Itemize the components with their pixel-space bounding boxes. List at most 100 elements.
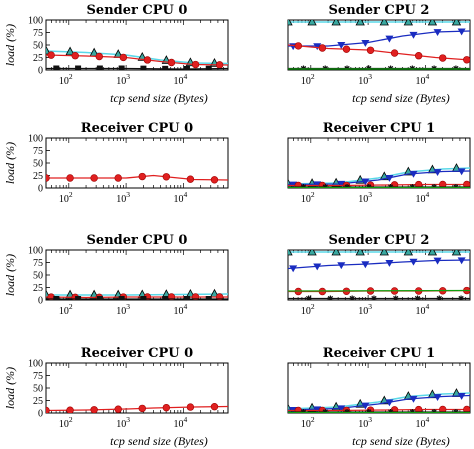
plot-frame bbox=[45, 362, 229, 414]
series-marker bbox=[186, 403, 195, 411]
series-marker bbox=[183, 296, 190, 300]
series-marker bbox=[463, 56, 470, 64]
series-marker bbox=[66, 174, 74, 182]
x-tick-label: 104 bbox=[416, 190, 430, 205]
x-tick-label: 103 bbox=[358, 190, 372, 205]
series-line-blue bbox=[288, 259, 470, 270]
series-marker bbox=[457, 168, 466, 176]
x-tick-label: 102 bbox=[59, 302, 73, 317]
series-marker bbox=[294, 42, 303, 50]
series-marker bbox=[433, 257, 442, 265]
series-marker bbox=[361, 261, 370, 269]
panel-title: Sender CPU 0 bbox=[87, 3, 188, 18]
series-marker bbox=[361, 39, 370, 47]
series-group bbox=[46, 172, 228, 184]
series-group bbox=[46, 288, 228, 300]
y-tick-label: 75 bbox=[33, 258, 43, 269]
x-axis-label: tcp send size (Bytes) bbox=[352, 434, 450, 448]
series-group bbox=[288, 20, 470, 70]
series-group bbox=[288, 163, 470, 188]
series-marker bbox=[288, 250, 293, 256]
series-marker bbox=[289, 265, 298, 273]
series-marker bbox=[355, 250, 365, 256]
series-marker bbox=[403, 250, 414, 256]
y-tick-label: 0 bbox=[38, 66, 43, 77]
series-marker bbox=[90, 174, 98, 182]
y-tick-label: 50 bbox=[33, 271, 43, 282]
y-tick-label: 100 bbox=[28, 246, 43, 257]
x-tick-label: 103 bbox=[116, 72, 130, 87]
panel-title: Sender CPU 0 bbox=[87, 233, 188, 248]
plot-frame bbox=[287, 249, 471, 301]
series-marker bbox=[162, 296, 169, 300]
panel-8: Receiver CPU 1 102 103 104 tcp send size (By… bbox=[287, 346, 471, 448]
y-tick-label: 50 bbox=[33, 41, 43, 52]
series-marker bbox=[46, 406, 50, 413]
series-marker bbox=[313, 43, 322, 51]
series-marker bbox=[210, 176, 219, 184]
y-tick-label: 50 bbox=[33, 384, 43, 395]
series-marker bbox=[390, 49, 399, 57]
x-tick-label: 104 bbox=[416, 302, 430, 317]
series-marker bbox=[457, 28, 466, 36]
plot-frame bbox=[45, 249, 229, 301]
series-marker bbox=[451, 20, 462, 26]
series-marker bbox=[305, 295, 312, 300]
series-marker bbox=[140, 65, 147, 70]
series-marker bbox=[162, 403, 171, 412]
series-marker bbox=[409, 170, 418, 178]
series-line-cyan bbox=[288, 392, 470, 410]
x-tick-label: 104 bbox=[174, 415, 188, 430]
series-marker bbox=[433, 169, 442, 176]
series-marker bbox=[118, 296, 125, 300]
x-tick-label: 103 bbox=[116, 302, 130, 317]
y-tick-label: 75 bbox=[33, 146, 43, 157]
y-tick-label: 100 bbox=[28, 134, 43, 145]
series-marker bbox=[409, 258, 418, 266]
x-tick-label: 102 bbox=[301, 302, 315, 317]
series-marker bbox=[162, 173, 171, 181]
series-marker bbox=[427, 20, 438, 26]
series-group bbox=[46, 45, 228, 70]
y-tick-label: 25 bbox=[33, 171, 43, 182]
x-tick-label: 102 bbox=[301, 190, 315, 205]
series-marker bbox=[439, 54, 447, 62]
x-tick-label: 104 bbox=[416, 415, 430, 430]
x-tick-label: 102 bbox=[301, 415, 315, 430]
y-tick-label: 0 bbox=[38, 296, 43, 307]
series-marker bbox=[436, 295, 443, 300]
series-marker bbox=[318, 44, 327, 52]
series-marker bbox=[385, 35, 394, 43]
x-tick-label: 102 bbox=[301, 72, 315, 87]
series-marker bbox=[138, 404, 146, 413]
series-marker bbox=[95, 52, 103, 61]
series-marker bbox=[138, 172, 146, 181]
y-tick-label: 50 bbox=[33, 159, 43, 170]
plot-frame bbox=[287, 362, 471, 414]
x-tick-label: 104 bbox=[174, 190, 188, 205]
series-line-blue bbox=[288, 394, 470, 411]
series-group bbox=[288, 250, 470, 300]
series-marker bbox=[433, 394, 442, 401]
series-marker bbox=[337, 262, 346, 270]
series-marker bbox=[379, 20, 389, 26]
y-tick-label: 25 bbox=[33, 283, 43, 294]
series-marker bbox=[75, 296, 82, 300]
series-marker bbox=[313, 263, 322, 271]
series-marker bbox=[414, 295, 421, 300]
series-marker bbox=[66, 406, 74, 413]
series-marker bbox=[361, 178, 370, 186]
series-line-blue bbox=[288, 170, 470, 186]
series-marker bbox=[119, 53, 128, 62]
y-tick-label: 25 bbox=[33, 53, 43, 64]
series-marker bbox=[71, 52, 79, 60]
panel-4: Receiver CPU 1 102 103 104 bbox=[287, 121, 471, 205]
series-marker bbox=[342, 45, 351, 53]
x-tick-label: 103 bbox=[358, 72, 372, 87]
series-marker bbox=[114, 174, 122, 182]
series-marker bbox=[205, 296, 212, 300]
x-axis-label: tcp send size (Bytes) bbox=[352, 91, 450, 105]
